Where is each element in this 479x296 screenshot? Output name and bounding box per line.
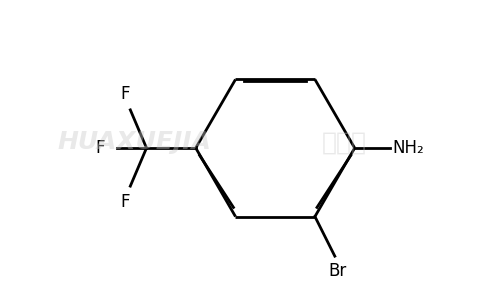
Text: F: F (121, 85, 130, 102)
Text: HUAXUEJIA: HUAXUEJIA (58, 130, 212, 154)
Text: F: F (121, 194, 130, 211)
Text: 化学加: 化学加 (322, 130, 367, 154)
Text: Br: Br (328, 262, 346, 280)
Text: F: F (96, 139, 105, 157)
Text: NH₂: NH₂ (393, 139, 424, 157)
